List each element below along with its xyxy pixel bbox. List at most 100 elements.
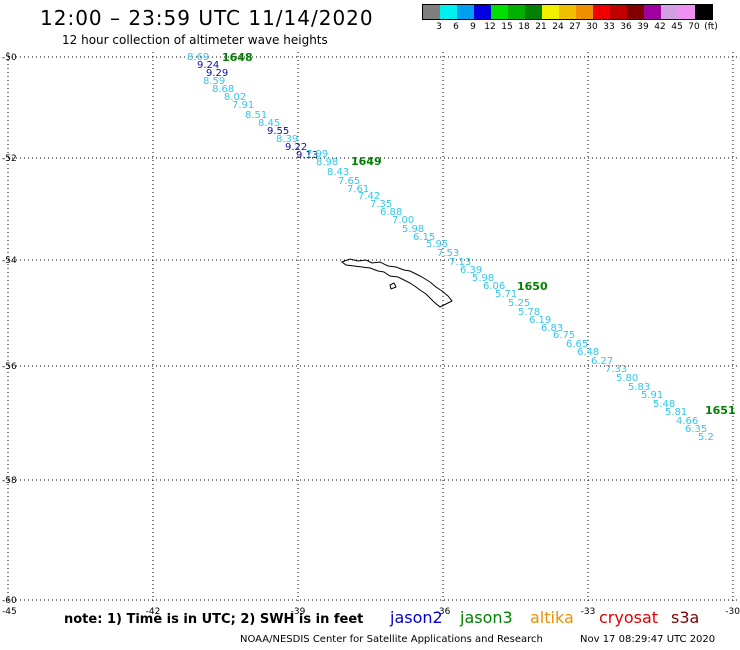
color-legend-swatch bbox=[457, 5, 474, 19]
wave-height-value: 5.48 bbox=[653, 399, 675, 410]
color-legend-label: 18 bbox=[518, 22, 530, 32]
color-legend-label: 3 bbox=[436, 22, 442, 32]
wave-height-value: 7.13 bbox=[449, 257, 471, 268]
color-legend-label: 36 bbox=[620, 22, 632, 32]
wave-height-value: 8.69 bbox=[187, 52, 209, 63]
x-tick-label: -36 bbox=[436, 607, 451, 617]
color-legend-label: 24 bbox=[552, 22, 564, 32]
page-subtitle: 12 hour collection of altimeter wave hei… bbox=[62, 33, 328, 47]
wave-height-value: 7.42 bbox=[358, 191, 380, 202]
wave-height-value: 5.2 bbox=[698, 432, 714, 443]
color-legend-swatch bbox=[423, 5, 440, 19]
wave-height-value: 8.59 bbox=[203, 76, 225, 87]
color-legend-swatch bbox=[508, 5, 525, 19]
color-legend-label: 15 bbox=[501, 22, 513, 32]
color-legend-label: 39 bbox=[637, 22, 649, 32]
x-tick-label: -33 bbox=[581, 607, 596, 617]
footer-credit: NOAA/NESDIS Center for Satellite Applica… bbox=[240, 634, 543, 645]
wave-height-value: 9.55 bbox=[267, 126, 289, 137]
wave-height-value: 7.61 bbox=[347, 184, 369, 195]
wave-height-value: 6.65 bbox=[566, 339, 588, 350]
wave-height-value: 5.83 bbox=[628, 382, 650, 393]
color-legend-swatch bbox=[661, 5, 678, 19]
axis-tick-labels: -45 -42 -39 -36 -33 -30 -50 -52 -54 -56 -58 -60 bbox=[2, 53, 740, 617]
wave-height-value: 6.48 bbox=[577, 347, 599, 358]
footer-timestamp: Nov 17 08:29:47 UTC 2020 bbox=[580, 634, 716, 645]
color-legend-label: 30 bbox=[586, 22, 598, 32]
color-legend-swatch bbox=[593, 5, 610, 19]
page-title: 12:00 – 23:59 UTC 11/14/2020 bbox=[40, 6, 374, 30]
wave-height-value: 5.25 bbox=[508, 298, 530, 309]
wave-height-value: 9.29 bbox=[206, 68, 228, 79]
y-tick-label: -52 bbox=[2, 154, 17, 164]
color-legend-label: 9 bbox=[470, 22, 476, 32]
orbit-number-label: 1651 bbox=[705, 404, 736, 417]
wave-height-value: 9.24 bbox=[197, 60, 219, 71]
color-legend-label: 33 bbox=[603, 22, 615, 32]
color-legend-swatch bbox=[610, 5, 627, 19]
color-legend-swatch bbox=[695, 5, 712, 19]
wave-height-value: 5.78 bbox=[518, 307, 540, 318]
y-tick-label: -54 bbox=[2, 256, 17, 266]
wave-height-value: 8.39 bbox=[276, 134, 298, 145]
wave-height-value: 6.19 bbox=[529, 315, 551, 326]
wave-height-value: 4.66 bbox=[676, 416, 698, 427]
color-legend-swatch bbox=[542, 5, 559, 19]
island-fragment bbox=[389, 282, 397, 290]
wave-height-value: 5.80 bbox=[616, 373, 638, 384]
wave-height-value: 9.22 bbox=[285, 142, 307, 153]
wave-height-value: 7.91 bbox=[232, 100, 254, 111]
wave-height-value: 5.95 bbox=[426, 239, 448, 250]
wave-height-value: 7.00 bbox=[392, 215, 414, 226]
orbit-number-label: 1649 bbox=[351, 155, 382, 168]
color-legend-swatch bbox=[474, 5, 491, 19]
satellite-legend-item: altika bbox=[530, 608, 574, 627]
orbit-number-label: 1648 bbox=[222, 51, 253, 64]
wave-height-value: 8.68 bbox=[212, 84, 234, 95]
wave-height-value: 5.81 bbox=[665, 407, 687, 418]
y-tick-label: -60 bbox=[2, 596, 17, 606]
wave-height-value: 5.98 bbox=[402, 224, 424, 235]
color-legend-swatch bbox=[440, 5, 457, 19]
wave-height-value: 7.99 bbox=[306, 149, 328, 160]
wave-height-value: 6.83 bbox=[541, 323, 563, 334]
color-legend-swatch bbox=[678, 5, 695, 19]
altimeter-track: 8.699.249.298.598.688.027.918.518.459.55… bbox=[187, 51, 736, 443]
wave-height-value: 6.27 bbox=[591, 356, 613, 367]
color-legend-label: 70 bbox=[688, 22, 700, 32]
y-tick-label: -58 bbox=[2, 476, 17, 486]
x-tick-label: -42 bbox=[146, 607, 161, 617]
color-legend-label: 45 bbox=[671, 22, 683, 32]
map-grid bbox=[7, 52, 740, 602]
color-legend-swatch bbox=[525, 5, 542, 19]
wave-height-value: 8.51 bbox=[245, 110, 267, 121]
wave-height-value: 8.98 bbox=[316, 157, 338, 168]
color-legend-label: 42 bbox=[654, 22, 666, 32]
color-legend-swatch bbox=[491, 5, 508, 19]
color-legend-label: 6 bbox=[453, 22, 459, 32]
x-tick-label: -39 bbox=[291, 607, 306, 617]
wave-height-value: 9.13 bbox=[296, 150, 318, 161]
wave-height-value: 6.75 bbox=[553, 330, 575, 341]
wave-height-value: 8.02 bbox=[224, 92, 246, 103]
color-legend-label: 12 bbox=[484, 22, 496, 32]
color-legend-labels: 3 6 9 12 15 18 21 24 27 30 33 36 39 42 45 70 (ft) bbox=[422, 20, 718, 34]
wave-height-value: 7.65 bbox=[338, 176, 360, 187]
wave-height-value: 8.43 bbox=[327, 167, 349, 178]
color-legend-label: 21 bbox=[535, 22, 547, 32]
wave-height-value: 6.06 bbox=[483, 281, 505, 292]
wave-height-value: 5.91 bbox=[641, 390, 663, 401]
wave-height-value: 6.88 bbox=[380, 207, 402, 218]
satellite-legend-item: cryosat bbox=[599, 608, 659, 627]
wave-height-value: 6.15 bbox=[413, 232, 435, 243]
wave-height-value: 5.71 bbox=[495, 289, 517, 300]
x-tick-label: -45 bbox=[2, 607, 17, 617]
wave-height-value: 8.45 bbox=[258, 118, 280, 129]
south-georgia-island bbox=[340, 258, 453, 308]
color-legend-label: (ft) bbox=[704, 22, 718, 32]
color-legend-swatches bbox=[422, 4, 713, 20]
y-tick-label: -50 bbox=[2, 53, 17, 63]
color-legend: 3 6 9 12 15 18 21 24 27 30 33 36 39 42 45 70 (ft) bbox=[422, 4, 718, 34]
wave-height-value: 7.35 bbox=[370, 199, 392, 210]
